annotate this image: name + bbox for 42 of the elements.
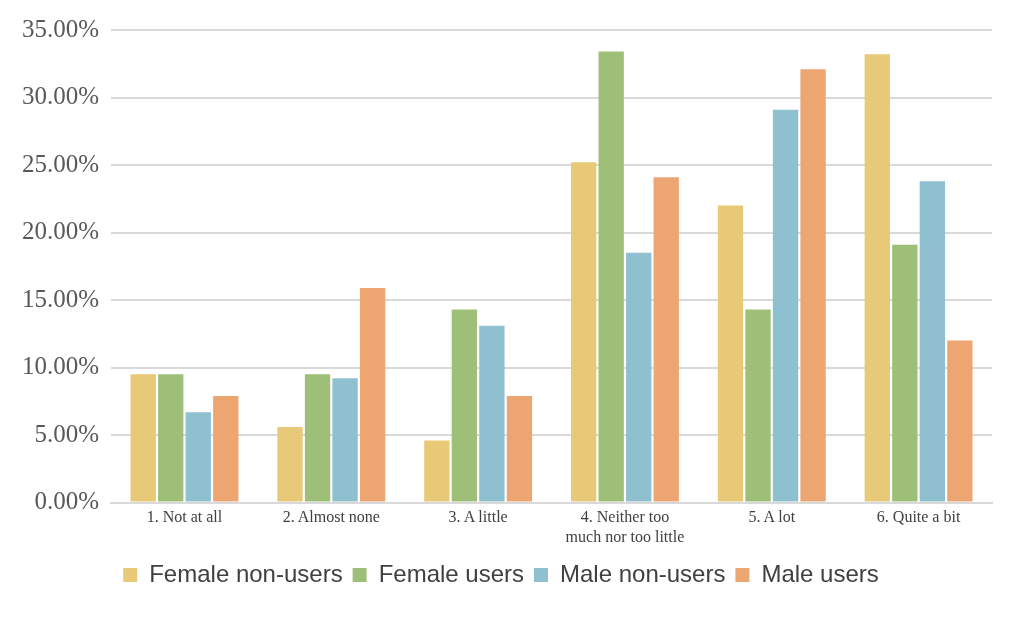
bar xyxy=(800,69,826,502)
bar xyxy=(359,287,386,502)
x-tick-label: 1. Not at all xyxy=(146,508,223,526)
bar xyxy=(864,54,890,502)
bar xyxy=(158,374,184,502)
y-tick-label: 5.00% xyxy=(34,419,100,447)
x-tick-label: 2. Almost none xyxy=(282,508,380,526)
x-tick-label: 4. Neither too much nor too little xyxy=(565,508,685,545)
bar xyxy=(892,244,918,502)
legend-label: Female users xyxy=(378,559,525,587)
bar xyxy=(598,51,624,502)
bar xyxy=(506,395,533,502)
bar xyxy=(451,309,478,502)
bar xyxy=(919,181,946,502)
bar xyxy=(772,109,799,502)
bar xyxy=(332,378,358,502)
bar xyxy=(570,162,597,502)
y-tick-label: 15.00% xyxy=(22,284,100,312)
y-tick-label: 20.00% xyxy=(22,217,100,245)
y-tick-label: 30.00% xyxy=(22,82,100,110)
y-tick-label: 35.00% xyxy=(22,14,100,42)
bar xyxy=(947,340,973,502)
x-tick-label: 6. Quite a bit xyxy=(876,508,961,526)
bar xyxy=(130,374,156,502)
x-tick-label: 5. A lot xyxy=(748,508,796,526)
y-tick-label: 10.00% xyxy=(22,352,100,380)
bar xyxy=(745,309,771,502)
legend-label: Male users xyxy=(761,559,879,587)
bar xyxy=(626,252,652,502)
bar xyxy=(717,205,744,502)
legend-label: Female non-users xyxy=(149,559,343,587)
legend-label: Male non-users xyxy=(560,559,726,587)
bar xyxy=(424,440,450,502)
bar xyxy=(653,177,679,502)
bar xyxy=(185,412,211,502)
bar xyxy=(479,325,505,502)
bar xyxy=(304,374,331,502)
bar xyxy=(277,426,303,502)
bar xyxy=(213,395,239,502)
y-tick-label: 0.00% xyxy=(34,487,100,515)
y-tick-label: 25.00% xyxy=(22,149,100,177)
x-tick-label: 3. A little xyxy=(448,508,508,526)
